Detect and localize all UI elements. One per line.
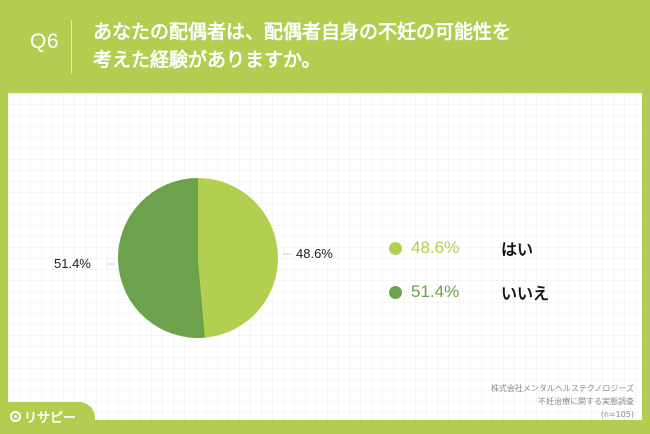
question-header: Q6 あなたの配偶者は、配偶者自身の不妊の可能性を 考えた経験がありますか。 (0, 0, 650, 92)
source-note: 株式会社メンタルヘルステクノロジーズ 不妊治療に関する実態調査 (n=105) (491, 382, 634, 421)
header-divider (71, 20, 72, 74)
brand-logo: リサピー (10, 407, 76, 426)
question-title-line-2: 考えた経験がありますか。 (93, 49, 321, 71)
pie-chart (106, 178, 292, 338)
chart-card: 48.6% 51.4% (8, 93, 642, 420)
question-number: Q6 (30, 30, 60, 53)
pie-slice-no (118, 178, 206, 338)
legend-dot-icon (389, 241, 402, 255)
legend-dot-icon (389, 285, 402, 299)
legend-percent: 48.6% (411, 238, 460, 257)
question-title: あなたの配偶者は、配偶者自身の不妊の可能性を 考えた経験がありますか。 (93, 18, 633, 74)
source-company: 株式会社メンタルヘルステクノロジーズ (490, 384, 634, 393)
logo-text: リサピー (24, 411, 77, 426)
chart-legend: 48.6% はい 51.4% いいえ (389, 226, 549, 314)
pie-label-no: 51.4% (54, 256, 91, 271)
legend-item-no: 51.4% いいえ (389, 270, 549, 314)
legend-label: はい (501, 240, 534, 259)
source-sample-size: (n=105) (600, 410, 634, 419)
legend-percent: 51.4% (411, 282, 460, 301)
pin-icon (10, 411, 21, 422)
source-survey: 不妊治療に関する実態調査 (538, 397, 634, 406)
legend-item-yes: 48.6% はい (389, 226, 549, 270)
question-title-line-1: あなたの配偶者は、配偶者自身の不妊の可能性を (93, 21, 512, 43)
pie-label-yes: 48.6% (296, 246, 333, 261)
legend-label: いいえ (501, 284, 550, 303)
pie-slice-yes (198, 178, 279, 338)
